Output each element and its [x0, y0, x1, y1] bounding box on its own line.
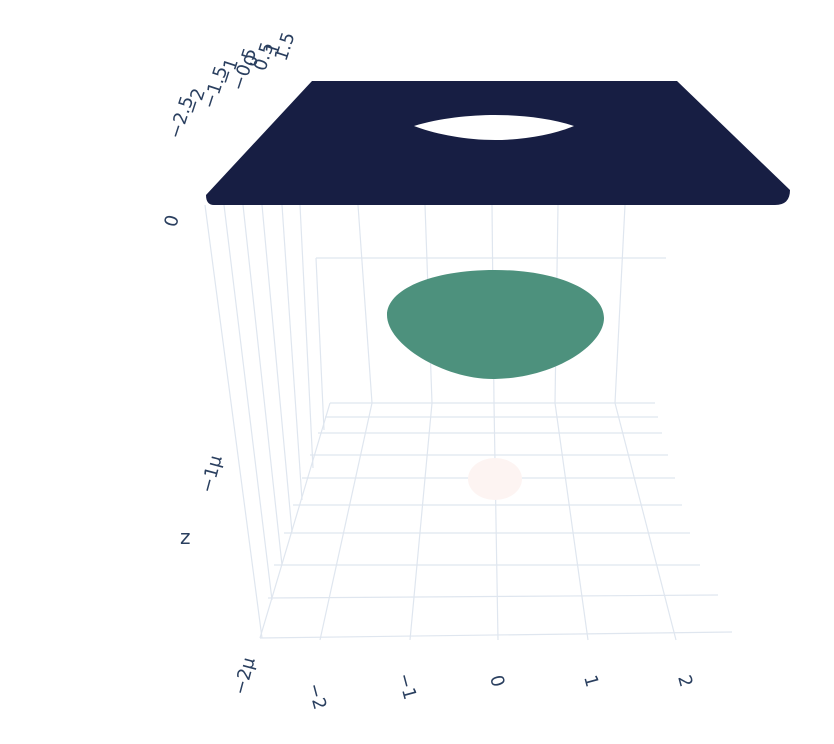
x-axis-ticks: −2 −1 0 1 2 — [303, 671, 696, 712]
z-axis-title: z — [180, 525, 191, 549]
z-tick-label: 0 — [161, 213, 184, 229]
x-tick-label: 0 — [485, 673, 508, 689]
y-tick-label: 1.5 — [271, 30, 300, 64]
z-tick-label: −1μ — [197, 453, 227, 496]
surface-level-1[interactable] — [206, 81, 790, 205]
x-tick-label: −1 — [393, 671, 420, 702]
x-tick-label: −2 — [303, 681, 330, 712]
back-wall-grid — [204, 204, 666, 639]
surface-level-3[interactable] — [468, 458, 522, 500]
z-tick-label: −2μ — [230, 655, 260, 698]
z-axis-ticks: 0 −1μ −2μ — [161, 213, 260, 697]
floor-grid — [259, 402, 733, 641]
y-axis-ticks: −2.5 −2 −1.5 −1 −0.5 0 0.5 1 1.5 — [165, 30, 300, 142]
surface-level-2[interactable] — [387, 270, 604, 380]
x-tick-label: 1 — [579, 673, 602, 689]
x-tick-label: 2 — [673, 673, 696, 689]
